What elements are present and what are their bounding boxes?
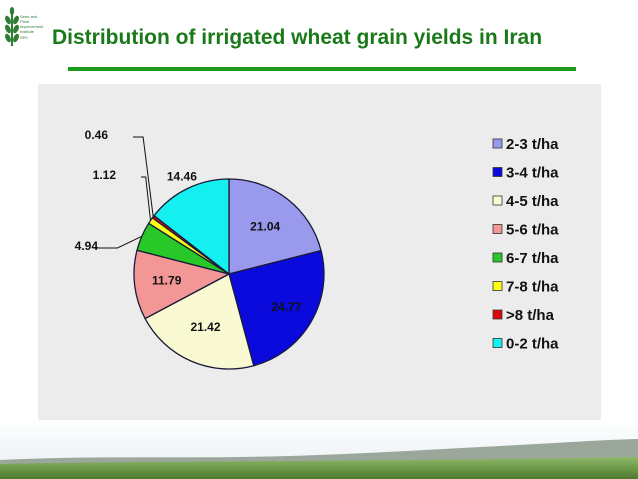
pie-chart: 21.04 24.77 21.42 11.79 4.94 1.12 0.46 14.46 2-3… [75,128,559,370]
legend-label-0-2-t-ha: 0-2 t/ha [506,335,559,352]
logo-text-line: Improvement [20,24,44,29]
legend-label-7-8-t-ha: 7-8 t/ha [506,278,559,295]
legend-swatch-6-7-t-ha [492,252,503,263]
legend-label-4-5-t-ha: 4-5 t/ha [506,193,559,210]
data-label-6-7-t-ha: 4.94 [75,239,99,253]
legend-label-8-t-ha: >8 t/ha [506,307,555,324]
title-underline [68,67,576,71]
logo-text-line: Seed and [20,14,37,19]
logo-text-line: Institute [20,29,35,34]
legend-swatch-5-6-t-ha [492,224,503,234]
data-label-8-t-ha: 0.46 [85,128,109,142]
logo-text-line: Plant [20,19,30,24]
legend-label-5-6-t-ha: 5-6 t/ha [506,221,559,238]
pie-slice-3-4-t-ha [228,249,325,367]
data-label-4-5-t-ha: 21.42 [190,320,220,334]
data-label-2-3-t-ha: 21.04 [250,220,280,234]
logo-text-line: SPII [20,35,28,40]
pie-slice-4-5-t-ha [144,273,255,370]
chart-panel: 21.04 24.77 21.42 11.79 4.94 1.12 0.46 14.46 2-3… [38,84,601,432]
leader-line-6-7-t-ha [93,235,143,249]
slide-title: Distribution of irrigated wheat grain yi… [52,26,543,49]
legend-swatch-0-2-t-ha [492,338,503,348]
legend-swatch-4-5-t-ha [492,195,503,206]
leader-line-7-8-t-ha [141,176,151,221]
legend-swatch-7-8-t-ha [492,281,503,291]
landscape-footer [0,420,638,479]
wheat-ear-icon [5,7,19,46]
legend-swatch-2-3-t-ha [492,138,503,149]
legend-swatch-3-4-t-ha [492,167,503,177]
pie-slice-2-3-t-ha [228,178,322,275]
institute-logo: Seed and Plant Improvement Institute SPI… [5,7,44,46]
legend-swatch-8-t-ha [492,309,503,320]
data-label-5-6-t-ha: 11.79 [152,274,182,288]
pie-slice-5-6-t-ha [133,249,231,320]
data-label-7-8-t-ha: 1.12 [93,168,117,182]
data-label-3-4-t-ha: 24.77 [271,300,301,314]
data-label-0-2-t-ha: 14.46 [167,170,197,184]
wheat-field [0,457,638,479]
legend-label-6-7-t-ha: 6-7 t/ha [506,250,559,267]
legend-label-3-4-t-ha: 3-4 t/ha [506,164,559,181]
pie-slice-0-2-t-ha [153,178,230,276]
legend-label-2-3-t-ha: 2-3 t/ha [506,136,559,153]
leader-line-8-t-ha [133,136,154,217]
